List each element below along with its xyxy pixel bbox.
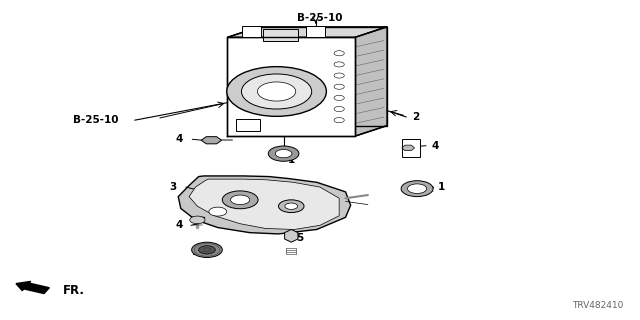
Polygon shape — [189, 179, 339, 229]
Polygon shape — [355, 27, 387, 136]
Circle shape — [191, 242, 222, 258]
Circle shape — [334, 95, 344, 100]
Text: FR.: FR. — [63, 284, 85, 297]
Text: B-25-10: B-25-10 — [297, 13, 343, 23]
Polygon shape — [178, 176, 351, 234]
Circle shape — [198, 246, 215, 254]
Polygon shape — [402, 145, 415, 151]
Polygon shape — [227, 27, 387, 37]
FancyArrow shape — [16, 281, 49, 293]
Circle shape — [227, 67, 326, 116]
Bar — [236, 119, 260, 131]
Text: 3: 3 — [169, 182, 176, 192]
Circle shape — [334, 118, 344, 123]
Text: B-25-10: B-25-10 — [74, 115, 119, 125]
Circle shape — [334, 62, 344, 67]
Circle shape — [189, 216, 205, 224]
Polygon shape — [306, 26, 325, 37]
Circle shape — [268, 146, 299, 161]
Circle shape — [222, 191, 258, 209]
Circle shape — [334, 107, 344, 112]
Polygon shape — [242, 26, 261, 37]
Text: 1: 1 — [192, 247, 199, 257]
Circle shape — [275, 149, 292, 158]
Circle shape — [230, 195, 250, 204]
Bar — [402, 139, 420, 157]
Circle shape — [334, 51, 344, 56]
Polygon shape — [285, 229, 298, 242]
Circle shape — [334, 84, 344, 89]
Circle shape — [241, 74, 312, 109]
Polygon shape — [227, 37, 355, 136]
Text: 1: 1 — [438, 182, 445, 192]
Circle shape — [334, 73, 344, 78]
Text: 4: 4 — [175, 134, 182, 144]
Text: 5: 5 — [296, 233, 303, 243]
Polygon shape — [201, 137, 221, 144]
Circle shape — [408, 184, 427, 194]
Text: 1: 1 — [287, 155, 295, 165]
Text: 2: 2 — [413, 112, 420, 122]
Circle shape — [278, 200, 304, 212]
Text: 4: 4 — [432, 141, 439, 151]
Text: 4: 4 — [175, 220, 182, 230]
Circle shape — [209, 207, 227, 216]
Circle shape — [401, 181, 433, 197]
Bar — [262, 29, 298, 41]
Circle shape — [257, 82, 296, 101]
Text: TRV482410: TRV482410 — [572, 301, 623, 310]
Circle shape — [285, 203, 298, 209]
